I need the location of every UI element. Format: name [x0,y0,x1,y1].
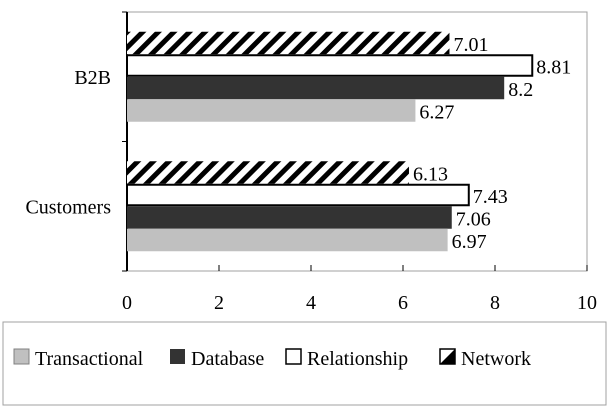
bar-relationship-customers [126,183,470,207]
legend-swatch [170,349,185,364]
x-tick-label: 8 [490,292,500,314]
legend-swatch-stripe [440,349,455,364]
bar-network-b2b [127,31,450,55]
x-tick-label: 0 [122,292,132,314]
bar-relationship-b2b [126,54,534,77]
data-label: 8.2 [508,79,533,101]
data-label: 6.13 [413,164,448,186]
legend-label-database: Database [191,348,264,370]
bar-network-customers [127,161,409,184]
data-label: 7.06 [456,209,491,231]
legend-label-relationship: Relationship [307,348,408,370]
bar-transactional-b2b [127,99,416,122]
data-label: 8.81 [536,57,571,79]
x-tick-label: 10 [577,292,597,314]
legend-swatch [285,348,302,365]
x-tick-label: 4 [306,292,316,314]
category-label: Customers [25,196,111,218]
legend-label-transactional: Transactional [35,348,144,370]
bar-database-b2b [127,76,505,100]
legend-swatch [13,348,30,365]
data-label: 7.43 [473,186,508,208]
bar-transactional-customers [127,228,448,252]
legend-label-network: Network [461,348,531,370]
plot-area: 0 2 4 6 8 10 Customers 6.13 7.437.066.97 B2B 7.01 8… [25,11,597,314]
data-label: 6.97 [452,231,487,253]
bar-database-customers [127,206,452,229]
x-tick-label: 6 [398,292,408,314]
legend-box [2,321,607,406]
data-label: 7.01 [453,34,488,56]
x-tick-label: 2 [214,292,224,314]
category-label: B2B [74,67,111,89]
data-label: 6.27 [419,102,454,124]
legend: Transactional Database Relationship Network [2,321,607,406]
